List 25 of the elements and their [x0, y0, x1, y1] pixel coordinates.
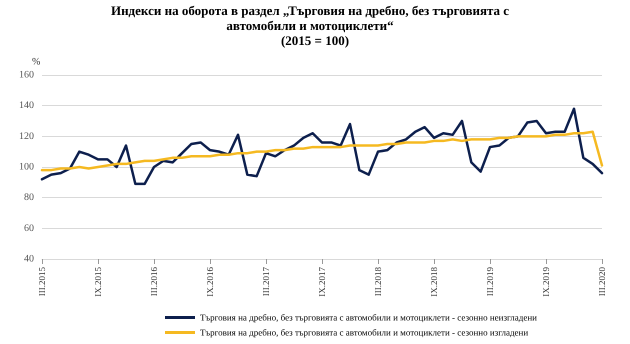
- y-tick-label: 80: [24, 192, 34, 204]
- y-tick-label: 40: [24, 254, 34, 264]
- legend-label: Търговия на дребно, без търговията с автомобили и мотоциклети - сезонно неизгладени: [200, 312, 538, 322]
- y-axis-title: %: [32, 56, 40, 68]
- y-tick-label: 160: [19, 70, 34, 80]
- y-tick-label: 120: [19, 130, 34, 142]
- line-series: [40, 130, 604, 172]
- x-tick-label: IX.2016: [205, 266, 215, 297]
- x-tick-label: III.2016: [149, 266, 159, 296]
- y-tick-label: 60: [24, 222, 34, 234]
- x-tick-label: III.2019: [485, 266, 495, 296]
- y-tick-label: 100: [19, 162, 34, 172]
- chart-title: Индекси на оборота в раздел „Търговия на дребно, без търговията с автомобили и мотоциклети“: [110, 3, 510, 33]
- x-tick-label: IX.2017: [317, 266, 327, 297]
- x-tick-label: IX.2019: [541, 266, 551, 297]
- line-series: [40, 107, 604, 186]
- x-tick-label: IX.2015: [93, 266, 103, 297]
- x-tick-label: III.2015: [37, 266, 47, 296]
- y-tick-label: 140: [19, 100, 34, 112]
- x-tick-label: III.2020: [597, 266, 607, 296]
- x-tick-label: III.2017: [261, 266, 271, 296]
- x-tick-label: IX.2018: [429, 266, 439, 297]
- x-tick-label: III.2018: [373, 266, 383, 296]
- chart-subtitle: (2015 = 100): [280, 33, 350, 48]
- legend-label: Търговия на дребно, без търговията с автомобили и мотоциклети - сезонно изгладени: [200, 328, 528, 338]
